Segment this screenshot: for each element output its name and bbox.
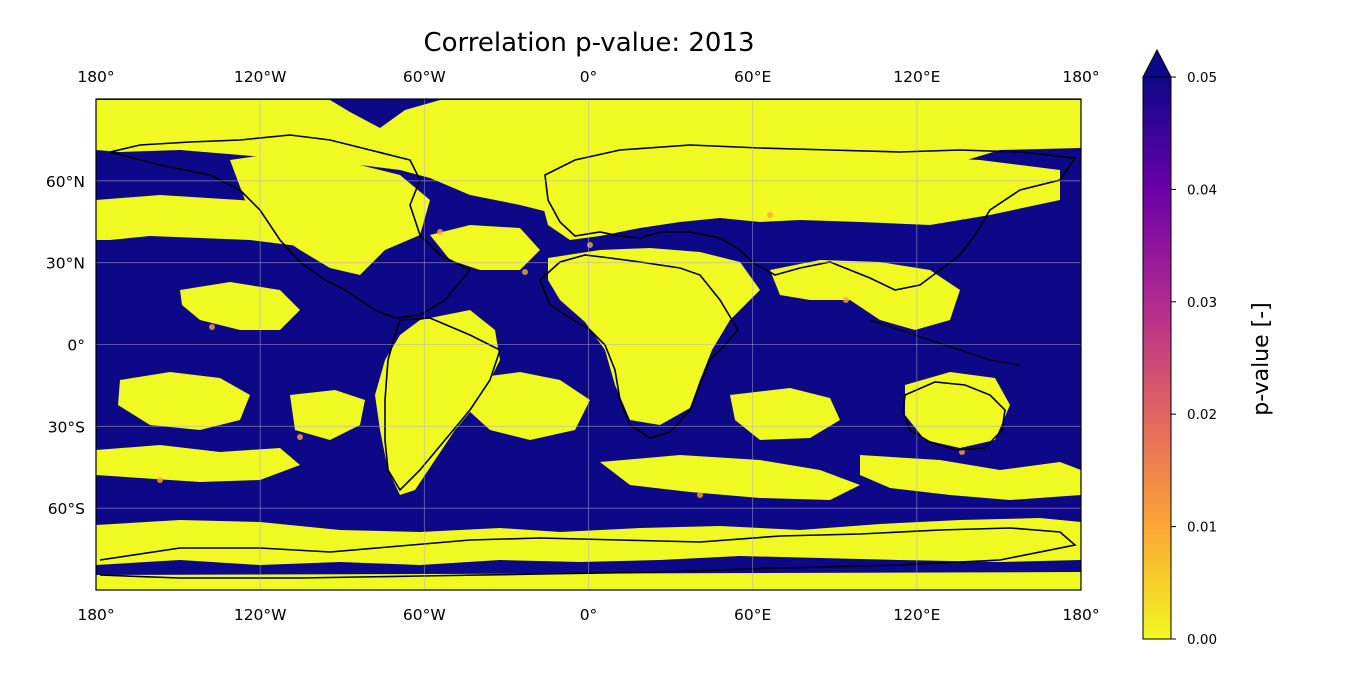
lon-tick-label-bottom: 180°: [77, 606, 114, 624]
lon-tick-label-top: 120°W: [234, 68, 287, 86]
lon-tick-label-top: 0°: [580, 68, 598, 86]
lon-tick-label-bottom: 120°W: [234, 606, 287, 624]
lon-tick-label-bottom: 120°E: [893, 606, 940, 624]
lat-tick-labels-left: 60°N 30°N 0° 30°S 60°S: [46, 173, 85, 518]
lat-tick-label: 30°S: [48, 418, 85, 436]
lon-tick-labels-top: 180° 120°W 60°W 0° 60°E 120°E 180°: [77, 68, 1099, 86]
plot-title: Correlation p-value: 2013: [423, 28, 754, 58]
transition-speckles: [157, 212, 965, 498]
lon-tick-label-bottom: 60°E: [734, 606, 771, 624]
map-panel: [95, 98, 1082, 591]
colorbar-tick-label: 0.02: [1187, 407, 1217, 423]
colorbar-tick-label: 0.00: [1187, 632, 1217, 648]
lat-tick-label: 60°S: [48, 500, 85, 518]
lat-tick-label: 60°N: [46, 173, 85, 191]
colorbar-label: p-value [-]: [1249, 302, 1274, 416]
colorbar: 0.00 0.01 0.02 0.03 0.04 0.05 p-value [-]: [1142, 48, 1274, 648]
lon-tick-label-bottom: 0°: [580, 606, 598, 624]
lon-tick-label-top: 180°: [77, 68, 114, 86]
colorbar-tick-label: 0.05: [1187, 70, 1217, 86]
lon-tick-label-top: 180°: [1062, 68, 1099, 86]
colorbar-extend-arrow: [1142, 48, 1172, 78]
colorbar-tick-label: 0.01: [1187, 520, 1217, 536]
lon-tick-label-bottom: 60°W: [403, 606, 446, 624]
lat-tick-label: 30°N: [46, 255, 85, 273]
lon-tick-label-top: 120°E: [893, 68, 940, 86]
colorbar-tick-label: 0.03: [1187, 295, 1217, 311]
colorbar-gradient: [1142, 76, 1172, 640]
colorbar-tick-label: 0.04: [1187, 182, 1217, 198]
lat-tick-label: 0°: [67, 337, 85, 355]
lon-tick-label-top: 60°W: [403, 68, 446, 86]
lon-tick-label-top: 60°E: [734, 68, 771, 86]
colorbar-ticks: 0.00 0.01 0.02 0.03 0.04 0.05: [1171, 70, 1217, 648]
map-frame: [95, 98, 1082, 591]
lon-tick-labels-bottom: 180° 120°W 60°W 0° 60°E 120°E 180°: [77, 606, 1099, 624]
lon-tick-label-bottom: 180°: [1062, 606, 1099, 624]
coastlines: [99, 134, 1077, 579]
